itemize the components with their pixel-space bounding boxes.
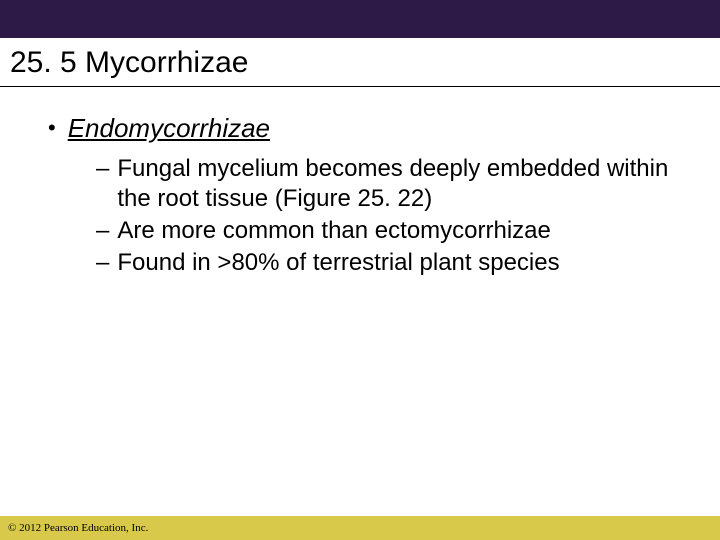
- item-text: Fungal mycelium becomes deeply embedded …: [117, 154, 672, 214]
- slide-title: 25. 5 Mycorrhizae: [0, 38, 720, 87]
- copyright-text: © 2012 Pearson Education, Inc.: [8, 522, 148, 534]
- sublist: – Fungal mycelium becomes deeply embedde…: [48, 154, 672, 278]
- list-item: – Found in >80% of terrestrial plant spe…: [96, 248, 672, 278]
- top-bar: [0, 0, 720, 38]
- list-item: – Are more common than ectomycorrhizae: [96, 216, 672, 246]
- content-area: • Endomycorrhizae – Fungal mycelium beco…: [0, 87, 720, 278]
- bullet-row: • Endomycorrhizae: [48, 113, 672, 144]
- item-text: Found in >80% of terrestrial plant speci…: [117, 248, 559, 278]
- dash-icon: –: [96, 248, 109, 278]
- dash-icon: –: [96, 154, 109, 184]
- footer-bar: © 2012 Pearson Education, Inc.: [0, 516, 720, 540]
- bullet-icon: •: [48, 113, 56, 143]
- item-text: Are more common than ectomycorrhizae: [117, 216, 551, 246]
- subheading: Endomycorrhizae: [68, 113, 270, 144]
- dash-icon: –: [96, 216, 109, 246]
- list-item: – Fungal mycelium becomes deeply embedde…: [96, 154, 672, 214]
